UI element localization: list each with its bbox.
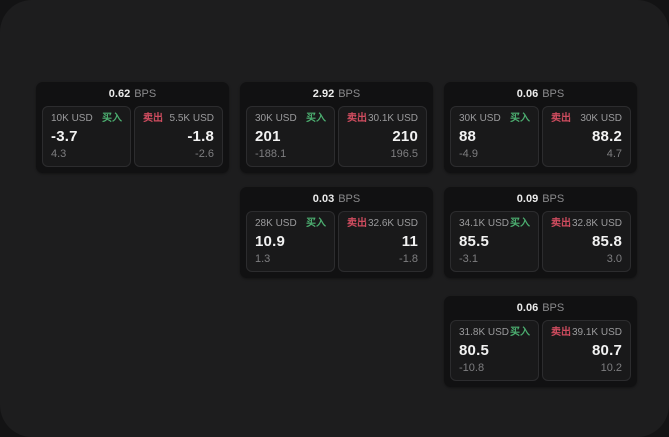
spread-header: 0.62 BPS	[42, 82, 223, 106]
buy-delta: -3.1	[459, 253, 478, 265]
spread-unit-label: BPS	[542, 193, 565, 205]
sell-notional: 39.1K USD	[571, 327, 622, 338]
sell-quote-tile[interactable]: 卖出 30.1K USD 210 196.5	[338, 106, 427, 167]
sell-label: 卖出	[551, 327, 571, 338]
sell-quote-tile[interactable]: 卖出 5.5K USD -1.8 -2.6	[134, 106, 223, 167]
spread-value: 0.09	[516, 193, 539, 205]
sell-price: 210	[392, 128, 418, 145]
quote-card: 0.06 BPS 31.8K USD 买入 80.5 -10.8 卖出 39.1…	[444, 296, 637, 387]
spread-header: 0.03 BPS	[246, 187, 427, 211]
buy-label: 买入	[510, 327, 530, 338]
sell-quote-tile[interactable]: 卖出 32.6K USD 11 -1.8	[338, 211, 427, 272]
sell-delta: -2.6	[195, 148, 214, 160]
sell-delta: 3.0	[606, 253, 622, 265]
buy-quote-tile[interactable]: 28K USD 买入 10.9 1.3	[246, 211, 335, 272]
buy-price: -3.7	[51, 128, 78, 145]
sell-notional: 5.5K USD	[169, 113, 214, 124]
quote-card: 0.03 BPS 28K USD 买入 10.9 1.3 卖出 32.6K US…	[240, 187, 433, 278]
buy-delta: 1.3	[255, 253, 271, 265]
spread-header: 0.09 BPS	[450, 187, 631, 211]
buy-price: 85.5	[459, 233, 489, 250]
buy-notional: 30K USD	[255, 113, 297, 124]
sell-notional: 32.6K USD	[367, 218, 418, 229]
buy-delta: -4.9	[459, 148, 478, 160]
sell-delta: 10.2	[600, 362, 622, 374]
buy-label: 买入	[510, 113, 530, 124]
sell-notional: 30K USD	[580, 113, 622, 124]
buy-label: 买入	[306, 113, 326, 124]
spread-header: 0.06 BPS	[450, 82, 631, 106]
buy-price: 10.9	[255, 233, 285, 250]
quote-card: 0.62 BPS 10K USD 买入 -3.7 4.3 卖出 5.5K USD…	[36, 82, 229, 173]
sell-label: 卖出	[347, 218, 367, 229]
buy-label: 买入	[510, 218, 530, 229]
spread-unit-label: BPS	[338, 193, 361, 205]
spread-unit-label: BPS	[338, 88, 361, 100]
sell-quote-tile[interactable]: 卖出 30K USD 88.2 4.7	[542, 106, 631, 167]
spread-header: 2.92 BPS	[246, 82, 427, 106]
sell-label: 卖出	[551, 113, 571, 124]
buy-notional: 30K USD	[459, 113, 501, 124]
buy-delta: -10.8	[459, 362, 485, 374]
sell-quote-tile[interactable]: 卖出 32.8K USD 85.8 3.0	[542, 211, 631, 272]
buy-delta: -188.1	[255, 148, 287, 160]
sell-delta: 4.7	[606, 148, 622, 160]
spread-value: 2.92	[312, 88, 335, 100]
sell-quote-tile[interactable]: 卖出 39.1K USD 80.7 10.2	[542, 320, 631, 381]
sell-delta: 196.5	[390, 148, 418, 160]
buy-notional: 28K USD	[255, 218, 297, 229]
sell-price: 11	[401, 233, 418, 250]
buy-quote-tile[interactable]: 10K USD 买入 -3.7 4.3	[42, 106, 131, 167]
sell-price: -1.8	[187, 128, 214, 145]
buy-delta: 4.3	[51, 148, 67, 160]
sell-price: 85.8	[592, 233, 622, 250]
sell-label: 卖出	[143, 113, 163, 124]
buy-quote-tile[interactable]: 34.1K USD 买入 85.5 -3.1	[450, 211, 539, 272]
buy-notional: 34.1K USD	[459, 218, 510, 229]
buy-price: 88	[459, 128, 477, 145]
sell-notional: 30.1K USD	[367, 113, 418, 124]
spread-unit-label: BPS	[542, 88, 565, 100]
spread-header: 0.06 BPS	[450, 296, 631, 320]
buy-notional: 10K USD	[51, 113, 93, 124]
quote-card: 2.92 BPS 30K USD 买入 201 -188.1 卖出 30.1K …	[240, 82, 433, 173]
sell-label: 卖出	[551, 218, 571, 229]
spread-value: 0.62	[108, 88, 131, 100]
buy-quote-tile[interactable]: 30K USD 买入 88 -4.9	[450, 106, 539, 167]
buy-notional: 31.8K USD	[459, 327, 510, 338]
spread-value: 0.06	[516, 88, 539, 100]
spread-value: 0.06	[516, 302, 539, 314]
sell-delta: -1.8	[399, 253, 418, 265]
quote-card: 0.06 BPS 30K USD 买入 88 -4.9 卖出 30K USD 8…	[444, 82, 637, 173]
sell-label: 卖出	[347, 113, 367, 124]
quote-card: 0.09 BPS 34.1K USD 买入 85.5 -3.1 卖出 32.8K…	[444, 187, 637, 278]
buy-price: 201	[255, 128, 281, 145]
buy-quote-tile[interactable]: 31.8K USD 买入 80.5 -10.8	[450, 320, 539, 381]
spread-unit-label: BPS	[542, 302, 565, 314]
buy-label: 买入	[102, 113, 122, 124]
buy-price: 80.5	[459, 342, 489, 359]
buy-label: 买入	[306, 218, 326, 229]
sell-price: 88.2	[592, 128, 622, 145]
buy-quote-tile[interactable]: 30K USD 买入 201 -188.1	[246, 106, 335, 167]
sell-notional: 32.8K USD	[571, 218, 622, 229]
sell-price: 80.7	[592, 342, 622, 359]
spread-value: 0.03	[312, 193, 335, 205]
spread-unit-label: BPS	[134, 88, 157, 100]
